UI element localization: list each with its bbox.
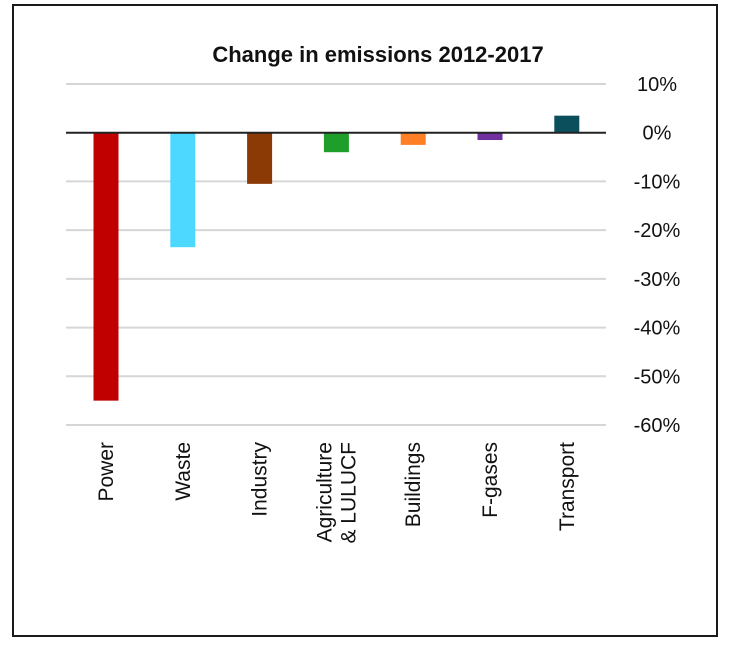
chart-title: Change in emissions 2012-2017 xyxy=(212,42,543,67)
x-category-label: Waste xyxy=(172,442,195,501)
x-category-line: F-gases xyxy=(479,442,502,518)
y-tick-label: -30% xyxy=(634,269,681,291)
x-category-label: Industry xyxy=(249,442,272,517)
x-category-line: Transport xyxy=(556,442,579,531)
y-axis-ticks: 10% 0% -10% -20% -30% -40% -50% -60% xyxy=(634,74,681,437)
x-category-label: Agriculture& LULUCF xyxy=(313,442,360,544)
bar xyxy=(400,132,426,145)
x-category-label: Power xyxy=(95,442,118,502)
y-tick-label: -10% xyxy=(634,171,681,193)
x-category-label: Transport xyxy=(556,442,579,531)
bar xyxy=(247,132,273,184)
y-tick-label: 0% xyxy=(643,123,672,145)
x-category-line: & LULUCF xyxy=(337,442,360,544)
chart-frame xyxy=(12,4,718,637)
y-tick-label: -60% xyxy=(634,415,681,437)
y-tick-label: 10% xyxy=(637,74,677,96)
bar xyxy=(554,115,580,133)
bar xyxy=(477,132,503,141)
x-category-label: Buildings xyxy=(402,442,425,527)
x-category-line: Power xyxy=(95,442,118,502)
y-tick-label: -40% xyxy=(634,318,681,340)
x-category-line: Industry xyxy=(249,442,272,517)
x-axis-categories: Power Waste Industry Agriculture& LULUCF Bui… xyxy=(95,442,579,544)
gridlines xyxy=(66,83,606,426)
x-category-label: F-gases xyxy=(479,442,502,518)
y-tick-label: -20% xyxy=(634,220,681,242)
bars xyxy=(93,115,580,401)
bar xyxy=(93,132,119,401)
y-tick-label: -50% xyxy=(634,366,681,388)
bar xyxy=(323,132,349,153)
bar xyxy=(170,132,196,248)
x-category-line: Waste xyxy=(172,442,195,501)
x-category-line: Agriculture xyxy=(313,442,336,542)
x-category-line: Buildings xyxy=(402,442,425,527)
